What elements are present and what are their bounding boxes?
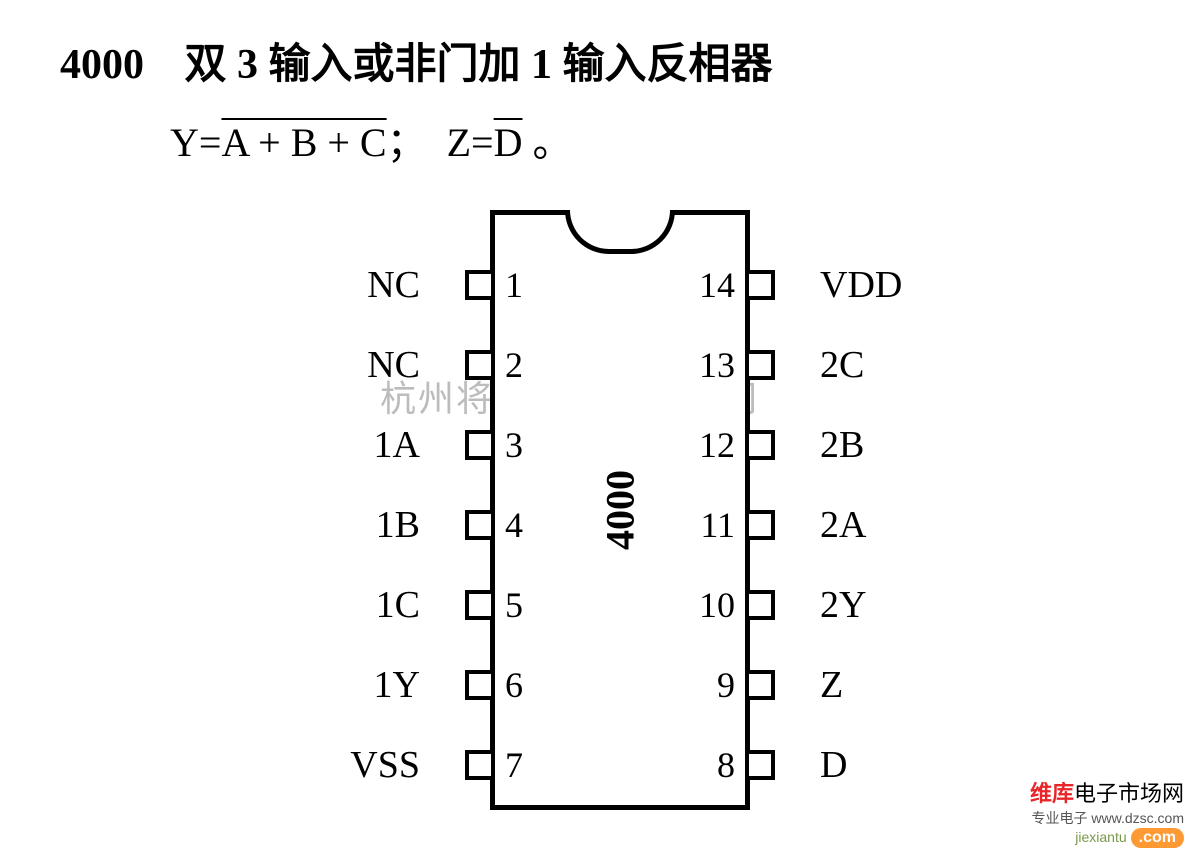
pin-number: 3	[505, 424, 523, 466]
pin-pad-icon	[465, 750, 495, 780]
pin-pad-icon	[465, 270, 495, 300]
watermark-sub1: 专业电子	[1032, 810, 1088, 826]
pin-left-6: 1Y 6	[300, 665, 620, 705]
pin-number: 14	[699, 264, 735, 306]
page-title: 4000 双 3 输入或非门加 1 输入反相器	[60, 30, 773, 91]
pin-label: 2Y	[820, 583, 940, 627]
chip-diagram: 4000 NC1NC21A31B41C51Y6VSS7 14VDD132C122…	[300, 210, 940, 830]
pin-number: 6	[505, 664, 523, 706]
pin-label: 1C	[300, 583, 420, 627]
eq-z-rhs: D	[494, 120, 523, 165]
pin-right-13: 13 2C	[620, 345, 940, 385]
pin-right-10: 10 2Y	[620, 585, 940, 625]
watermark-brand: 维库电子市场网	[1030, 776, 1184, 808]
watermark-com-badge: .com	[1131, 828, 1184, 848]
pin-right-14: 14 VDD	[620, 265, 940, 305]
pin-pad-icon	[745, 430, 775, 460]
watermark-brand-rest: 电子市场网	[1074, 781, 1184, 806]
eq-end: 。	[533, 120, 573, 165]
pin-label: 2C	[820, 343, 940, 387]
pin-left-3: 1A 3	[300, 425, 620, 465]
pin-pad-icon	[745, 350, 775, 380]
pin-label: 1B	[300, 503, 420, 547]
pin-label: Z	[820, 663, 940, 707]
pin-pad-icon	[465, 590, 495, 620]
pin-label: D	[820, 743, 940, 787]
pin-number: 5	[505, 584, 523, 626]
pin-label: NC	[300, 343, 420, 387]
eq-y-rhs: A + B + C	[221, 120, 386, 165]
pin-label: VSS	[300, 743, 420, 787]
pin-number: 7	[505, 744, 523, 786]
pin-number: 12	[699, 424, 735, 466]
logic-equation: Y=A + B + C； Z=D 。	[170, 110, 573, 168]
pin-label: 2B	[820, 423, 940, 467]
pin-right-8: 8D	[620, 745, 940, 785]
pin-number: 11	[700, 504, 735, 546]
pin-label: 1A	[300, 423, 420, 467]
pin-left-2: NC 2	[300, 345, 620, 385]
watermark-brand-red: 维库	[1030, 781, 1074, 806]
pin-pad-icon	[745, 750, 775, 780]
pin-number: 2	[505, 344, 523, 386]
pin-right-12: 12 2B	[620, 425, 940, 465]
pin-number: 13	[699, 344, 735, 386]
pin-number: 9	[717, 664, 735, 706]
chip-notch-icon	[565, 210, 675, 254]
eq-sep: ；	[387, 120, 427, 165]
pin-right-11: 11 2A	[620, 505, 940, 545]
part-number: 4000	[60, 42, 144, 88]
pin-left-4: 1B 4	[300, 505, 620, 545]
pin-number: 8	[717, 744, 735, 786]
watermark-sub: 专业电子 www.dzsc.com	[1030, 808, 1184, 828]
pin-right-9: 9Z	[620, 665, 940, 705]
pin-label: NC	[300, 263, 420, 307]
pin-pad-icon	[465, 510, 495, 540]
pin-left-7: VSS 7	[300, 745, 620, 785]
pin-left-1: NC 1	[300, 265, 620, 305]
eq-z-lhs: Z=	[447, 120, 494, 165]
pin-pad-icon	[465, 430, 495, 460]
pin-pad-icon	[745, 670, 775, 700]
eq-y-lhs: Y=	[170, 120, 221, 165]
pin-label: VDD	[820, 263, 940, 307]
pin-pad-icon	[745, 510, 775, 540]
pin-pad-icon	[745, 270, 775, 300]
pin-pad-icon	[745, 590, 775, 620]
watermark-sub2: jiexiantu	[1075, 829, 1126, 845]
pin-number: 4	[505, 504, 523, 546]
watermark-footer: jiexiantu .com	[1030, 828, 1184, 848]
pin-label: 1Y	[300, 663, 420, 707]
watermark-bottom: 维库电子市场网 专业电子 www.dzsc.com jiexiantu .com	[1030, 776, 1184, 848]
pin-number: 1	[505, 264, 523, 306]
pin-pad-icon	[465, 350, 495, 380]
pin-pad-icon	[465, 670, 495, 700]
pin-label: 2A	[820, 503, 940, 547]
watermark-domain: www.dzsc.com	[1091, 810, 1184, 826]
pin-number: 10	[699, 584, 735, 626]
part-description: 双 3 输入或非门加 1 输入反相器	[185, 42, 773, 88]
pin-left-5: 1C 5	[300, 585, 620, 625]
